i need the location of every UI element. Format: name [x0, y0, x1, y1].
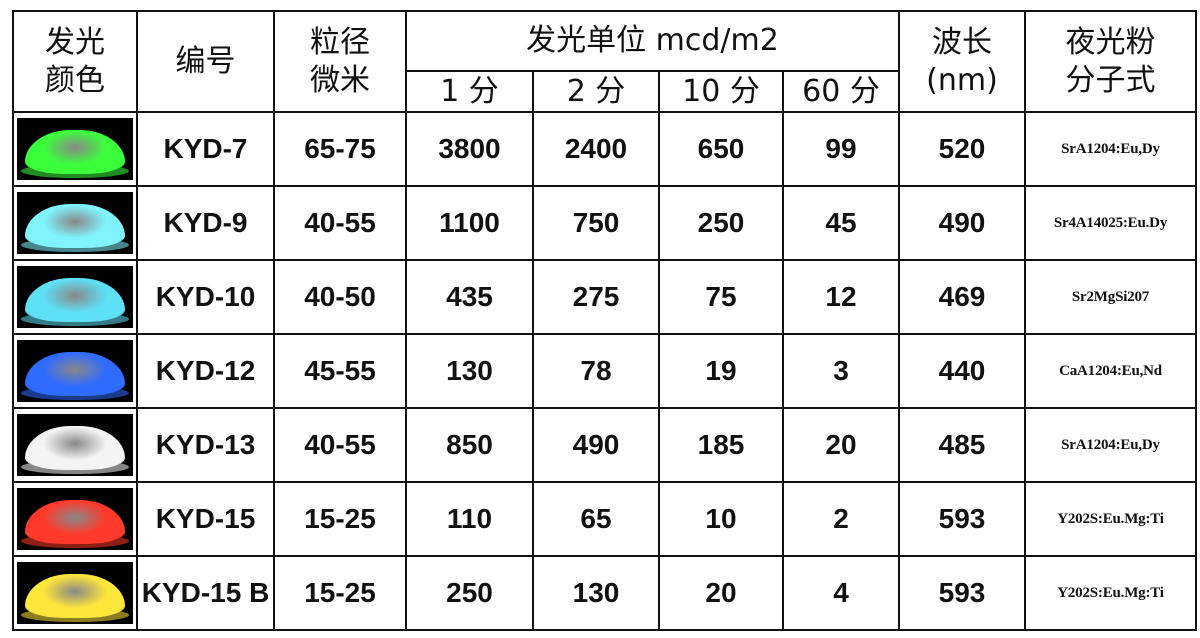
formula: SrA1204:Eu,Dy [1024, 407, 1197, 483]
luminance-10min: 10 [658, 481, 784, 557]
glow-powder-image [17, 414, 133, 476]
product-code: KYD-15 B [136, 555, 275, 631]
particle-size: 65-75 [273, 111, 407, 187]
particle-size: 40-55 [273, 185, 407, 261]
formula: Y202S:Eu.Mg:Ti [1024, 555, 1197, 631]
formula: SrA1204:Eu,Dy [1024, 111, 1197, 187]
wavelength: 440 [898, 333, 1026, 409]
glow-swatch-cell [12, 407, 138, 483]
header-formula: 夜光粉 分子式 [1024, 10, 1197, 113]
glow-swatch-cell [12, 481, 138, 557]
table-row: KYD-9 40-55 1100 750 250 45 490 Sr4A14025:Eu.Dy [12, 185, 1197, 261]
header-code: 编号 [136, 10, 275, 113]
luminance-1min: 3800 [405, 111, 534, 187]
product-code: KYD-15 [136, 481, 275, 557]
luminance-60min: 45 [782, 185, 900, 261]
formula: CaA1204:Eu,Nd [1024, 333, 1197, 409]
particle-size: 40-50 [273, 259, 407, 335]
product-code: KYD-12 [136, 333, 275, 409]
table-row: KYD-12 45-55 130 78 19 3 440 CaA1204:Eu,Nd [12, 333, 1197, 409]
particle-size: 45-55 [273, 333, 407, 409]
luminance-60min: 20 [782, 407, 900, 483]
luminance-2min: 130 [532, 555, 660, 631]
glow-powder-image [17, 192, 133, 254]
wavelength: 520 [898, 111, 1026, 187]
luminance-1min: 850 [405, 407, 534, 483]
luminance-10min: 185 [658, 407, 784, 483]
header-particle-size: 粒径 微米 [273, 10, 407, 113]
luminance-10min: 19 [658, 333, 784, 409]
table-row: KYD-13 40-55 850 490 185 20 485 SrA1204:Eu,Dy [12, 407, 1197, 483]
luminance-60min: 2 [782, 481, 900, 557]
particle-size: 40-55 [273, 407, 407, 483]
glow-swatch-cell [12, 333, 138, 409]
luminance-1min: 250 [405, 555, 534, 631]
luminance-2min: 78 [532, 333, 660, 409]
luminance-60min: 4 [782, 555, 900, 631]
luminance-2min: 65 [532, 481, 660, 557]
luminance-1min: 130 [405, 333, 534, 409]
header-10min: 10 分 [658, 70, 784, 113]
luminance-60min: 3 [782, 333, 900, 409]
luminance-1min: 435 [405, 259, 534, 335]
glow-swatch-cell [12, 555, 138, 631]
luminance-1min: 1100 [405, 185, 534, 261]
formula: Sr4A14025:Eu.Dy [1024, 185, 1197, 261]
luminance-60min: 12 [782, 259, 900, 335]
product-code: KYD-9 [136, 185, 275, 261]
luminance-10min: 650 [658, 111, 784, 187]
luminance-2min: 490 [532, 407, 660, 483]
header-2min: 2 分 [532, 70, 660, 113]
luminance-2min: 275 [532, 259, 660, 335]
header-color: 发光 颜色 [12, 10, 138, 113]
glow-powder-image [17, 266, 133, 328]
wavelength: 490 [898, 185, 1026, 261]
table-row: KYD-7 65-75 3800 2400 650 99 520 SrA1204:Eu,Dy [12, 111, 1197, 187]
formula: Sr2MgSi207 [1024, 259, 1197, 335]
product-code: KYD-13 [136, 407, 275, 483]
header-60min: 60 分 [782, 70, 900, 113]
header-wavelength: 波长 (nm) [898, 10, 1026, 113]
header-luminance: 发光单位 mcd/m2 [405, 10, 900, 72]
glow-swatch-cell [12, 111, 138, 187]
glow-powder-image [17, 340, 133, 402]
wavelength: 485 [898, 407, 1026, 483]
luminance-2min: 2400 [532, 111, 660, 187]
glow-powder-image [17, 488, 133, 550]
luminance-2min: 750 [532, 185, 660, 261]
luminance-1min: 110 [405, 481, 534, 557]
wavelength: 593 [898, 555, 1026, 631]
formula: Y202S:Eu.Mg:Ti [1024, 481, 1197, 557]
luminance-60min: 99 [782, 111, 900, 187]
glow-swatch-cell [12, 259, 138, 335]
luminance-10min: 20 [658, 555, 784, 631]
table-row: KYD-10 40-50 435 275 75 12 469 Sr2MgSi207 [12, 259, 1197, 335]
luminance-10min: 250 [658, 185, 784, 261]
wavelength: 469 [898, 259, 1026, 335]
glow-powder-image [17, 562, 133, 624]
glow-powder-image [17, 118, 133, 180]
particle-size: 15-25 [273, 555, 407, 631]
header-1min: 1 分 [405, 70, 534, 113]
phosphor-spec-table: 发光 颜色 编号 粒径 微米 发光单位 mcd/m2 波长 (nm) 夜光粉 分子式 1… [12, 10, 1197, 631]
luminance-10min: 75 [658, 259, 784, 335]
wavelength: 593 [898, 481, 1026, 557]
table-row: KYD-15 B 15-25 250 130 20 4 593 Y202S:Eu.Mg:Ti [12, 555, 1197, 631]
particle-size: 15-25 [273, 481, 407, 557]
table-row: KYD-15 15-25 110 65 10 2 593 Y202S:Eu.Mg:Ti [12, 481, 1197, 557]
product-code: KYD-10 [136, 259, 275, 335]
glow-swatch-cell [12, 185, 138, 261]
product-code: KYD-7 [136, 111, 275, 187]
